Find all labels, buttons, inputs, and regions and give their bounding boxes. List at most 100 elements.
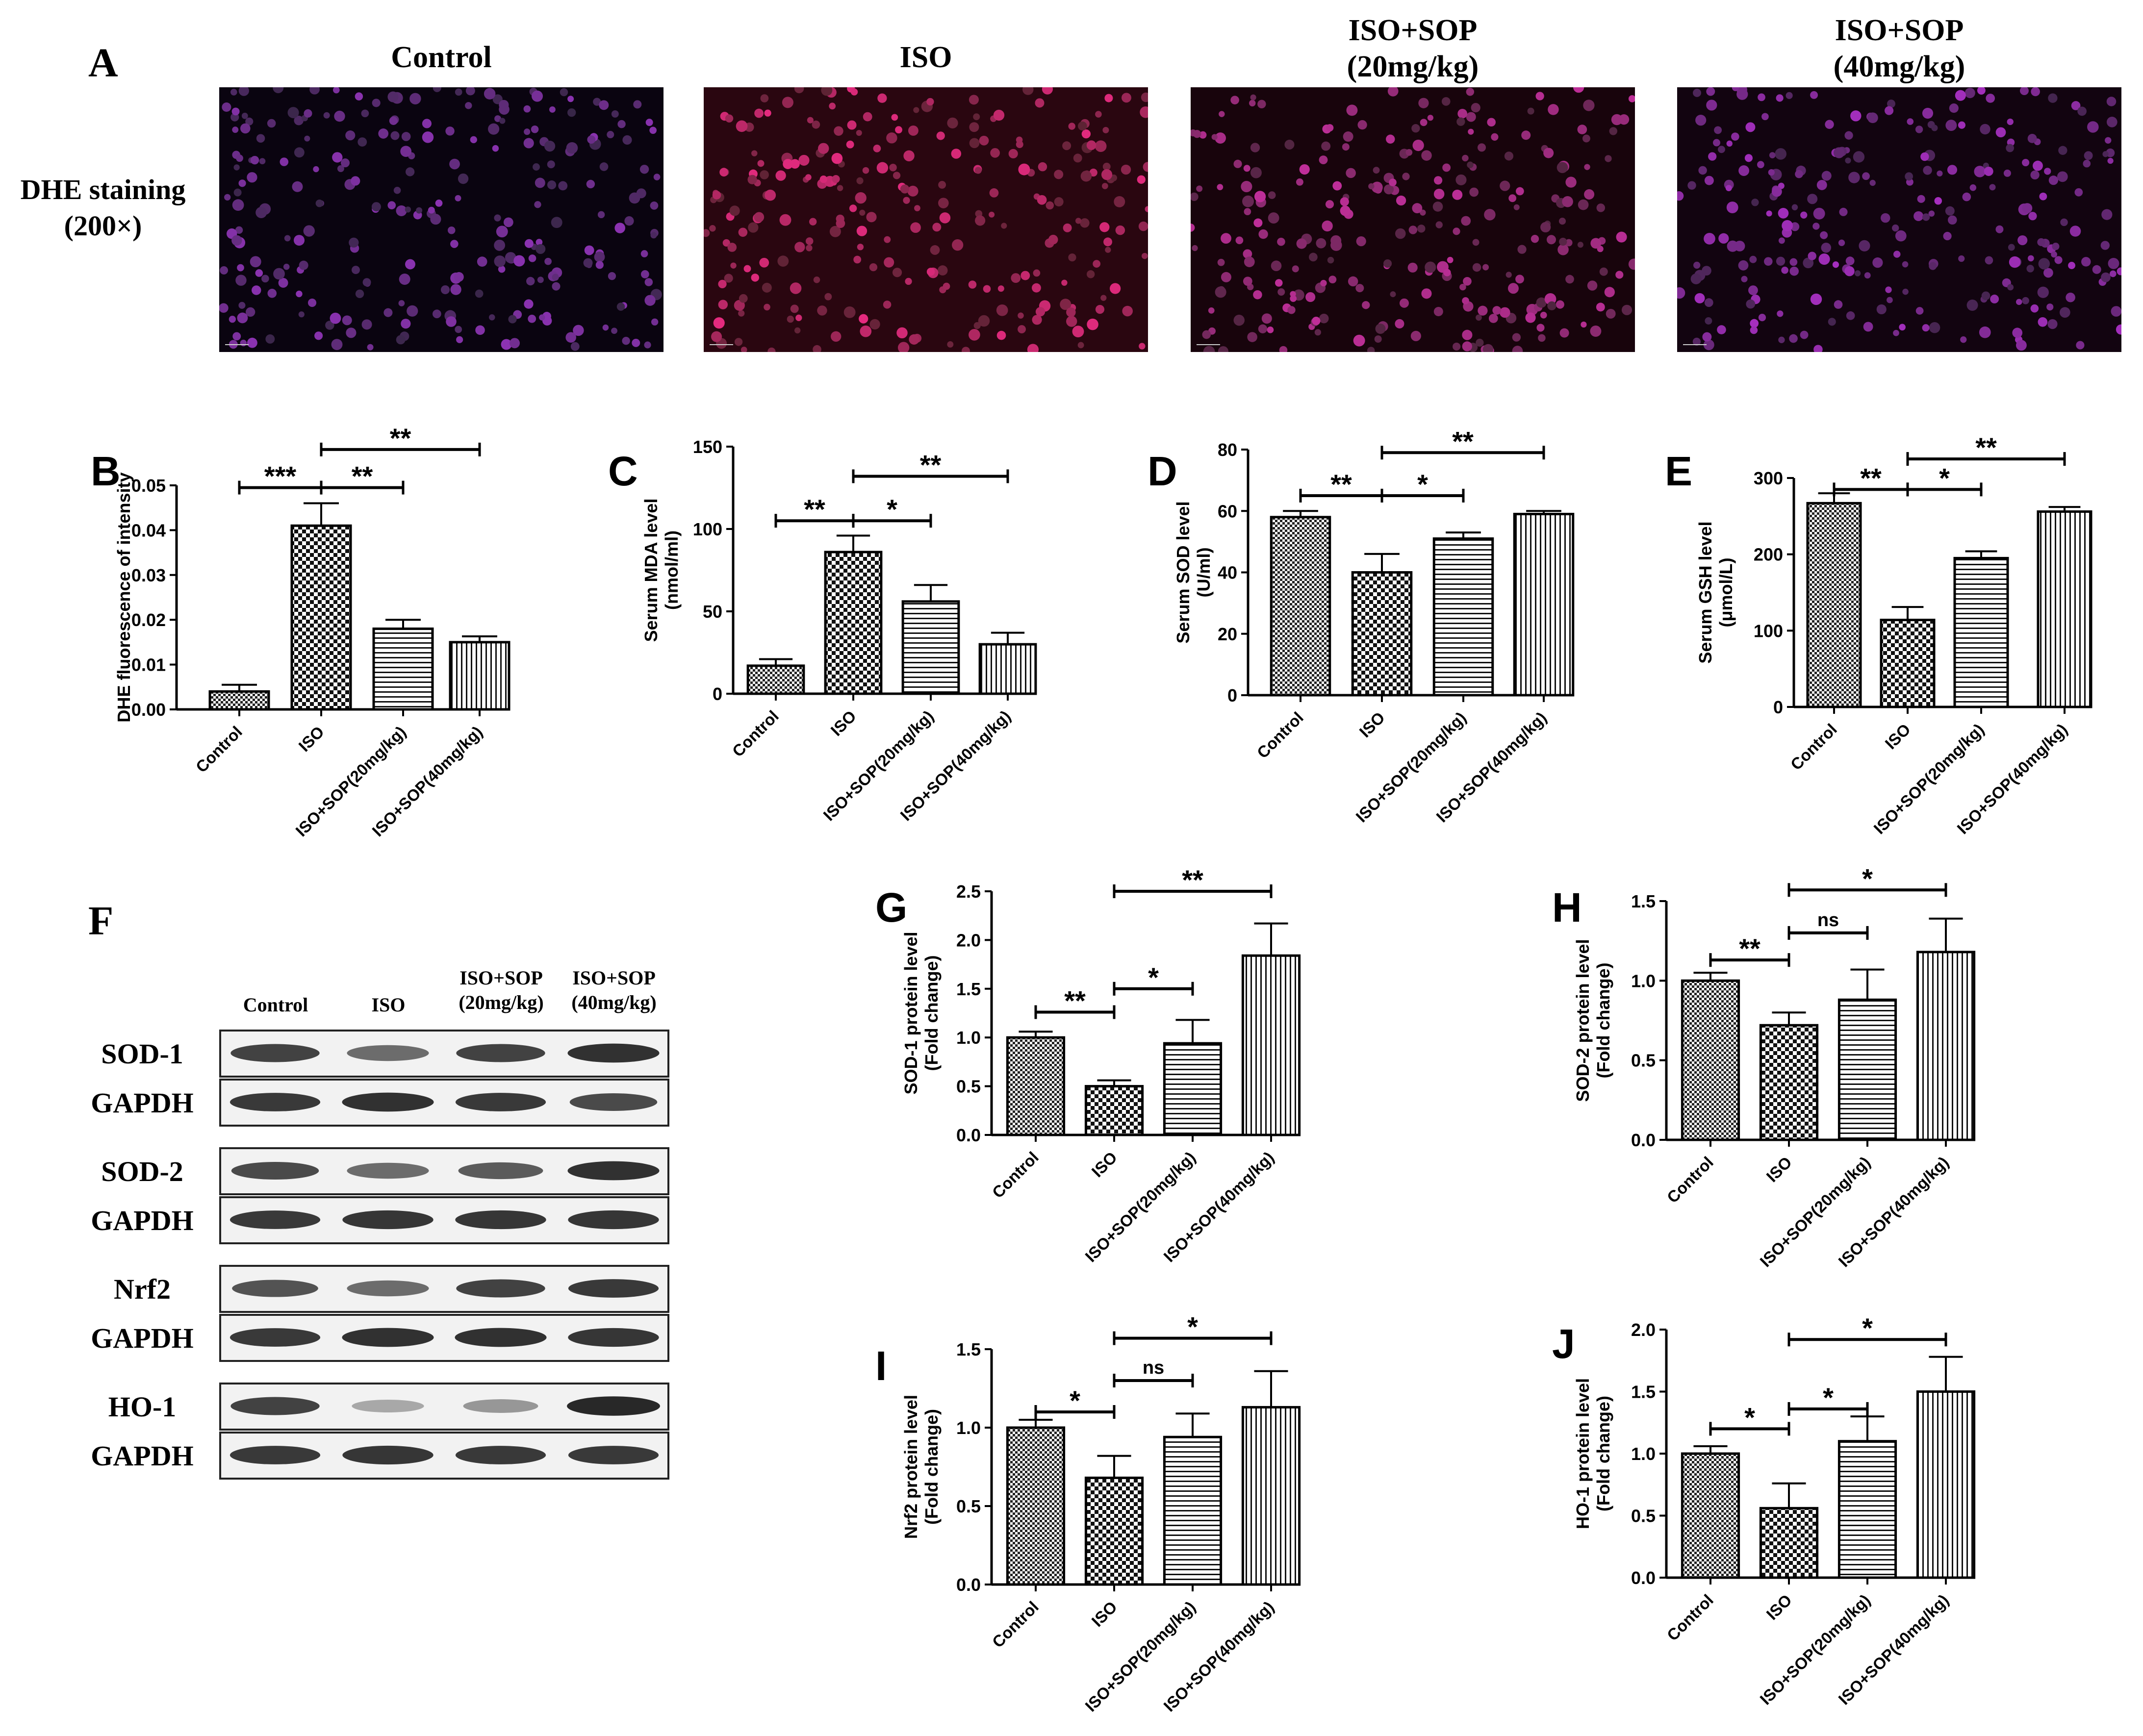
nucleus-dot [1778, 336, 1785, 343]
nucleus-dot [1746, 299, 1756, 309]
wb-band [347, 1280, 429, 1297]
wb-band [342, 1092, 434, 1112]
nucleus-dot [1581, 321, 1587, 328]
nucleus-dot [1322, 220, 1333, 232]
nucleus-dot [862, 167, 869, 174]
y-tick-label: 2.0 [956, 930, 981, 950]
bar [1953, 556, 2009, 708]
nucleus-dot [1887, 297, 1893, 303]
nucleus-dot [1321, 141, 1331, 151]
nucleus-dot [1279, 346, 1288, 352]
nucleus-dot [475, 289, 484, 298]
nucleus-dot [445, 126, 455, 136]
nucleus-dot [1863, 322, 1873, 332]
nucleus-dot [1839, 207, 1848, 216]
nucleus-dot [857, 244, 864, 251]
nucleus-dot [711, 331, 722, 342]
nucleus-dot [1477, 143, 1486, 152]
nucleus-dot [330, 312, 341, 324]
nucleus-dot [1778, 208, 1789, 219]
nucleus-dot [219, 303, 229, 313]
nucleus-dot [1750, 319, 1759, 328]
nucleus-dot [1504, 151, 1514, 161]
nucleus-dot [389, 116, 398, 125]
nucleus-dot [383, 308, 393, 317]
nucleus-dot [535, 177, 545, 188]
nucleus-dot [713, 317, 725, 329]
nucleus-dot [1104, 94, 1113, 102]
nucleus-dot [1902, 261, 1909, 268]
nucleus-dot [1834, 300, 1843, 309]
nucleus-dot [387, 91, 399, 102]
wb-label: Nrf2 [114, 1273, 171, 1305]
nucleus-dot [304, 109, 312, 118]
nucleus-dot [567, 96, 574, 102]
wb-band [352, 1399, 424, 1413]
nucleus-dot [2077, 106, 2087, 116]
nucleus-dot [1257, 100, 1266, 109]
nucleus-dot [1243, 249, 1252, 259]
nucleus-dot [586, 179, 595, 189]
nucleus-dot [484, 88, 496, 100]
nucleus-dot [1748, 285, 1758, 296]
nucleus-dot [847, 120, 857, 130]
nucleus-dot [428, 206, 435, 214]
nucleus-dot [856, 130, 862, 136]
nucleus-dot [1893, 251, 1901, 258]
y-axis-label-unit: (U/ml) [1194, 548, 1214, 598]
nucleus-dot [351, 176, 360, 186]
y-axis-label-unit: (nmol/ml) [662, 530, 682, 610]
nucleus-dot [594, 252, 605, 262]
y-tick-label: 0 [1773, 697, 1783, 717]
nucleus-dot [1482, 264, 1489, 271]
x-tick-label: ISO [1763, 1153, 1795, 1185]
nucleus-dot [653, 174, 661, 180]
nucleus-dot [349, 237, 359, 248]
nucleus-dot [1241, 181, 1252, 193]
nucleus-dot [1789, 258, 1798, 266]
significance-label: ** [1739, 933, 1760, 964]
nucleus-dot [1732, 87, 1739, 91]
wb-header-sop20: ISO+SOP (20mg/kg) [445, 966, 558, 1015]
nucleus-dot [1628, 95, 1635, 102]
nucleus-dot [895, 126, 902, 134]
nucleus-dot [298, 311, 305, 318]
nucleus-dot [983, 285, 991, 293]
nucleus-dot [499, 118, 506, 124]
nucleus-dot [1412, 203, 1423, 214]
nucleus-dot [1892, 224, 1899, 232]
wb-blot-strip [219, 1196, 669, 1244]
nucleus-dot [1035, 98, 1045, 108]
nucleus-dot [232, 126, 239, 133]
nucleus-dot [1348, 276, 1358, 287]
nucleus-dot [1708, 152, 1717, 161]
nucleus-dot [2106, 117, 2117, 127]
nucleus-dot [531, 125, 539, 133]
nucleus-dot [1016, 136, 1023, 144]
nucleus-dot [2039, 192, 2047, 201]
nucleus-dot [1054, 197, 1064, 207]
nucleus-dot [1828, 318, 1836, 326]
nucleus-dot [1332, 181, 1342, 191]
nucleus-dot [622, 135, 632, 145]
nucleus-dot [1456, 117, 1465, 126]
bar [1163, 1435, 1223, 1586]
nucleus-dot [2101, 209, 2113, 220]
nucleus-dot [1698, 166, 1707, 175]
nucleus-dot [1093, 260, 1101, 268]
nucleus-dot [893, 172, 901, 179]
nucleus-dot [1011, 273, 1021, 283]
nucleus-dot [405, 206, 411, 213]
x-tick-label: ISO [1763, 1591, 1795, 1623]
nucleus-dot [1452, 189, 1463, 200]
nucleus-dot [1536, 324, 1545, 332]
y-tick-label: 1.5 [956, 979, 981, 999]
nucleus-dot [1373, 167, 1380, 174]
nucleus-dot [908, 125, 918, 136]
nucleus-dot [334, 110, 345, 122]
nucleus-dot [1876, 304, 1887, 315]
nucleus-dot [237, 312, 248, 324]
nucleus-dot [617, 120, 626, 128]
bar [2037, 510, 2092, 708]
nucleus-dot [2030, 304, 2039, 313]
